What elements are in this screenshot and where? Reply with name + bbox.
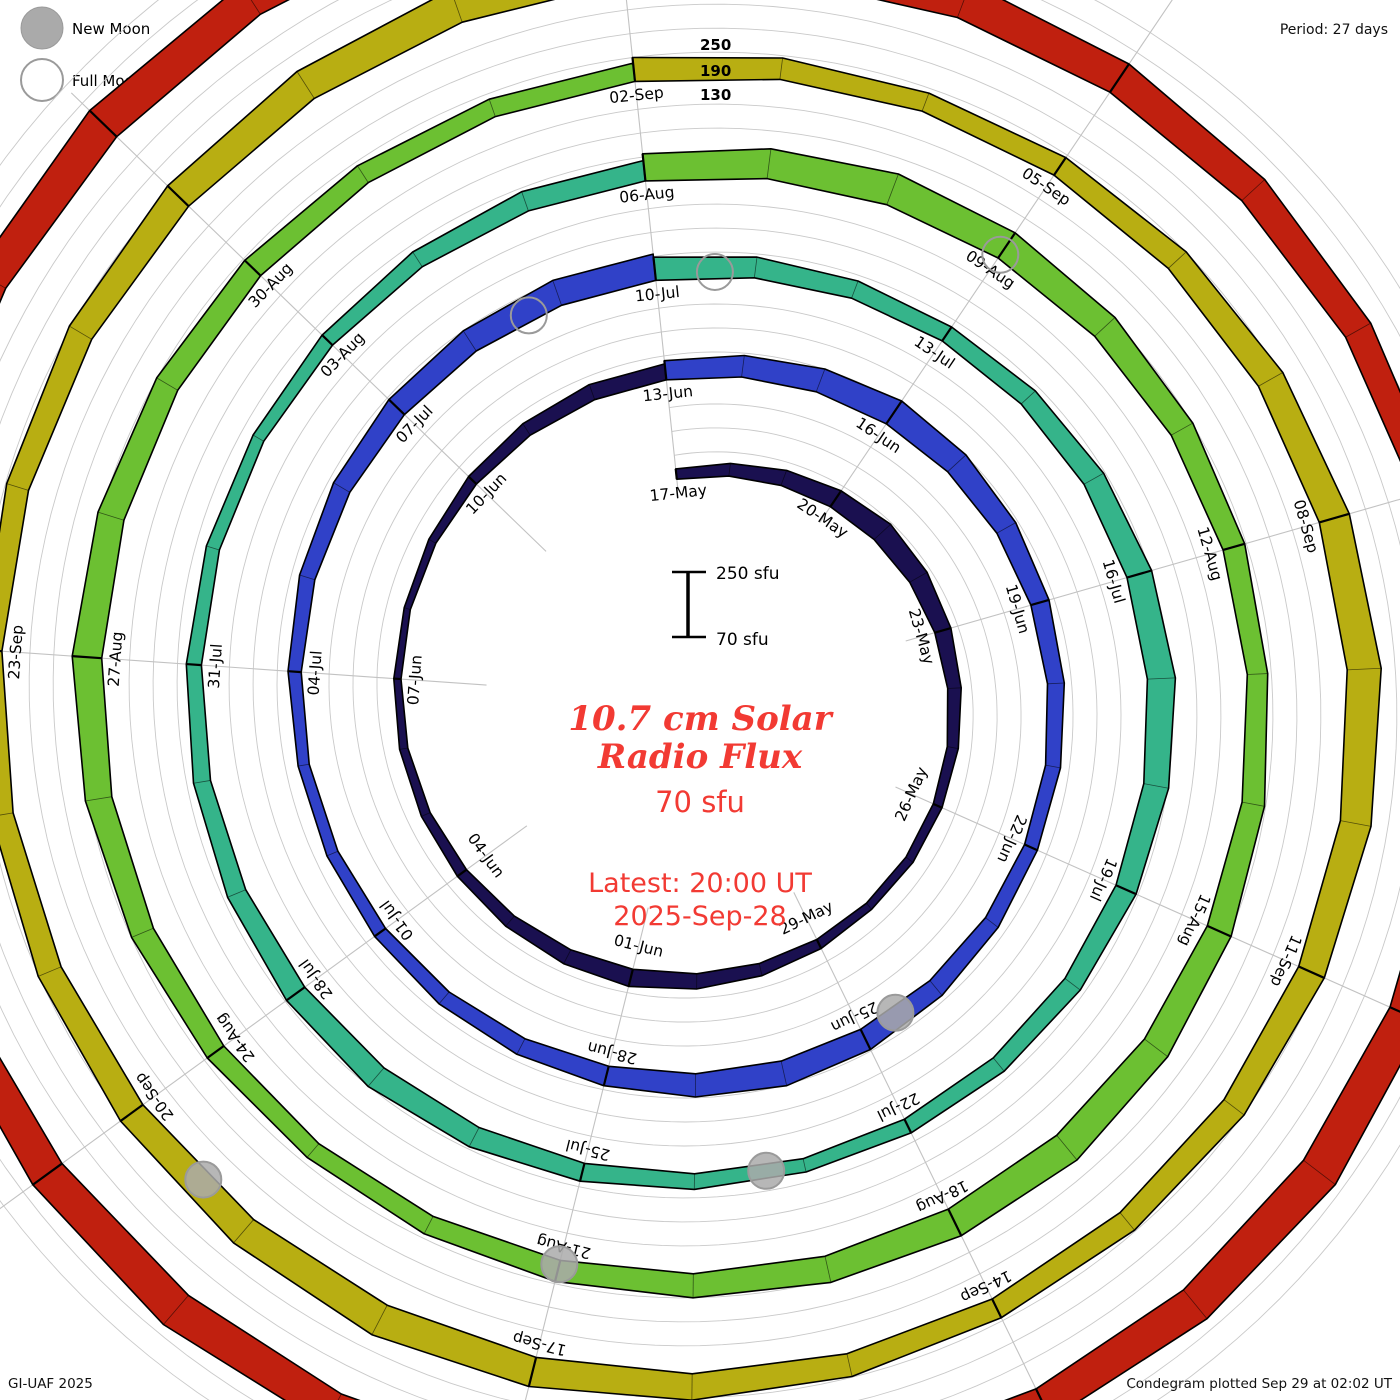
scale-value-130: 130 bbox=[700, 86, 731, 104]
date-label: 04-Jul bbox=[305, 650, 326, 696]
date-label: 10-Jul bbox=[634, 283, 681, 306]
date-label: 27-Aug bbox=[105, 631, 127, 687]
period-label: Period: 27 days bbox=[1279, 22, 1388, 38]
full-moon-marker bbox=[695, 253, 734, 291]
new-moon-marker bbox=[184, 1160, 223, 1199]
new-moon-marker bbox=[747, 1151, 786, 1190]
flux-band bbox=[71, 62, 1269, 1299]
date-label: 06-Aug bbox=[618, 183, 675, 207]
moon-markers bbox=[184, 235, 1020, 1284]
chart-title-line1: 10.7 cm Solar bbox=[568, 699, 833, 739]
full-moon-marker bbox=[981, 235, 1020, 274]
date-label: 31-Jul bbox=[205, 643, 226, 689]
date-label: 23-Sep bbox=[5, 624, 27, 680]
date-label: 02-Sep bbox=[608, 84, 664, 108]
date-label: 07-Jun bbox=[404, 654, 425, 706]
date-label: 13-Jun bbox=[642, 382, 694, 405]
scale-bar-bottom-label: 70 sfu bbox=[716, 630, 769, 650]
new-moon-legend-label: New Moon bbox=[72, 20, 150, 38]
new-moon-swatch bbox=[20, 6, 64, 50]
date-label: 26-May bbox=[891, 764, 931, 824]
scale-bar-top-label: 250 sfu bbox=[716, 564, 779, 584]
latest-time-label: Latest: 20:00 UT bbox=[588, 868, 812, 899]
chart-title-line2: Radio Flux bbox=[597, 737, 803, 777]
latest-date-label: 2025-Sep-28 bbox=[613, 901, 786, 932]
plot-timestamp-label: Condegram plotted Sep 29 at 02:02 UT bbox=[1126, 1376, 1392, 1392]
new-moon-marker bbox=[540, 1245, 579, 1284]
date-label: 17-May bbox=[649, 481, 708, 505]
new-moon-marker bbox=[876, 993, 915, 1032]
full-moon-marker bbox=[509, 296, 548, 335]
full-moon-swatch bbox=[20, 58, 64, 102]
legend-group: New Moon Full Moon bbox=[20, 6, 150, 102]
center-scale-bar: 250 sfu 70 sfu bbox=[672, 564, 779, 650]
date-label: 01-Jun bbox=[612, 931, 665, 961]
scale-value-190: 190 bbox=[700, 62, 731, 80]
baseline-value-label: 70 sfu bbox=[655, 785, 745, 819]
copyright-label: GI-UAF 2025 bbox=[8, 1376, 93, 1392]
top-scale: 250 190 130 bbox=[700, 36, 731, 104]
center-titles: 10.7 cm Solar Radio Flux 70 sfu Latest: … bbox=[568, 699, 833, 932]
scale-value-250: 250 bbox=[700, 36, 731, 54]
